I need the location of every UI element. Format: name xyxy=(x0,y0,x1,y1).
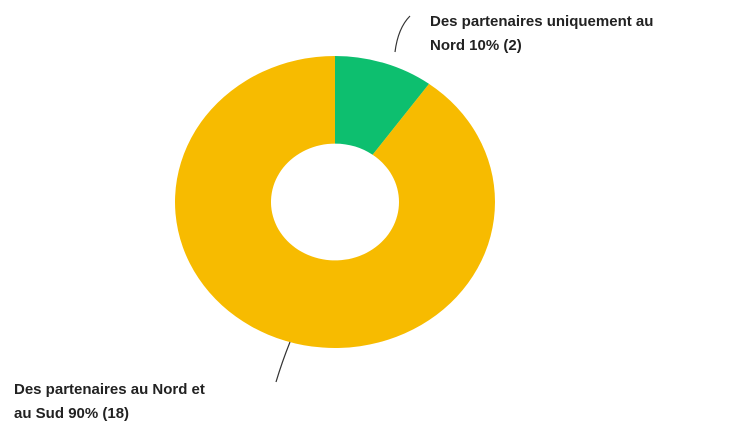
slice xyxy=(335,56,430,155)
category: Des partenaires uniquement au Nord xyxy=(430,13,654,54)
value-label: 10% (2) xyxy=(469,37,522,54)
slice-label: Des partenaires au Nord et au Sud 90% (1… xyxy=(14,378,214,426)
value-label: 90% (18) xyxy=(68,405,130,422)
slice xyxy=(175,56,496,348)
slice-label: Des partenaires uniquement au Nord 10% (… xyxy=(430,10,675,58)
leader-line xyxy=(394,15,411,53)
category: Des partenaires au Nord et au Sud xyxy=(14,381,205,422)
leader-line xyxy=(275,341,291,383)
slices xyxy=(175,56,496,348)
